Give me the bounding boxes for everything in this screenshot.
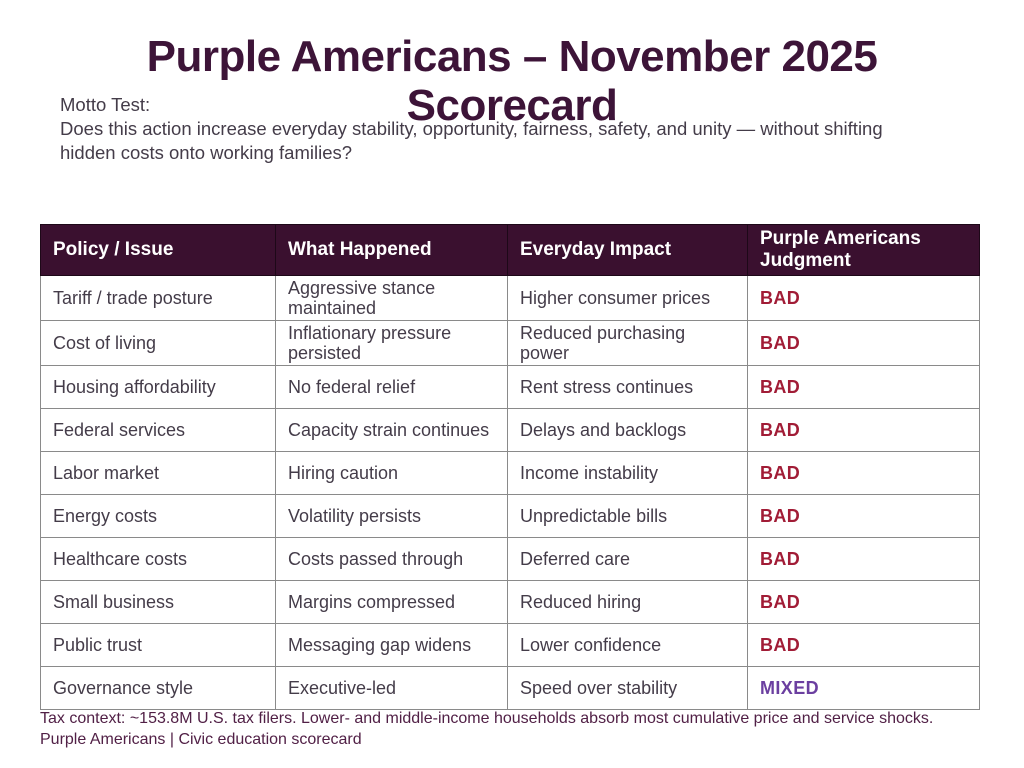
policy-cell: Federal services	[40, 408, 276, 453]
policy-cell: Healthcare costs	[40, 537, 276, 582]
table-row: Governance style Executive-led Speed ove…	[40, 666, 980, 711]
impact-cell: Unpredictable bills	[507, 494, 748, 539]
judgment-cell: BAD	[747, 537, 980, 582]
policy-cell: Housing affordability	[40, 365, 276, 410]
impact-cell: Deferred care	[507, 537, 748, 582]
impact-cell: Higher consumer prices	[507, 274, 748, 322]
impact-cell: Speed over stability	[507, 666, 748, 711]
motto-label: Motto Test:	[60, 93, 151, 115]
table-row: Healthcare costs Costs passed through De…	[40, 537, 980, 582]
judgment-cell: BAD	[747, 365, 980, 410]
judgment-cell: BAD	[747, 319, 980, 367]
impact-cell: Lower confidence	[507, 623, 748, 668]
happened-cell: No federal relief	[275, 365, 508, 410]
header-everyday-impact: Everyday Impact	[507, 224, 748, 276]
policy-cell: Cost of living	[40, 319, 276, 367]
policy-cell: Small business	[40, 580, 276, 625]
table-row: Housing affordability No federal relief …	[40, 365, 980, 410]
judgment-cell: BAD	[747, 580, 980, 625]
tax-context-note: Tax context: ~153.8M U.S. tax filers. Lo…	[40, 710, 934, 727]
table-row: Cost of living Inflationary pressure per…	[40, 319, 980, 367]
impact-cell: Reduced purchasing power	[507, 319, 748, 367]
happened-cell: Margins compressed	[275, 580, 508, 625]
policy-cell: Labor market	[40, 451, 276, 496]
scorecard-table: Policy / Issue What Happened Everyday Im…	[40, 224, 980, 711]
page-title: Purple Americans – November 2025 Scoreca…	[146, 32, 878, 131]
impact-cell: Income instability	[507, 451, 748, 496]
table-row: Energy costs Volatility persists Unpredi…	[40, 494, 980, 539]
table-header-row: Policy / Issue What Happened Everyday Im…	[40, 224, 980, 276]
impact-cell: Delays and backlogs	[507, 408, 748, 453]
happened-cell: Executive-led	[275, 666, 508, 711]
judgment-cell: BAD	[747, 408, 980, 453]
happened-cell: Inflationary pressure persisted	[275, 319, 508, 367]
policy-cell: Governance style	[40, 666, 276, 711]
happened-cell: Volatility persists	[275, 494, 508, 539]
table-row: Tariff / trade posture Aggressive stance…	[40, 274, 980, 322]
judgment-cell: BAD	[747, 451, 980, 496]
judgment-cell: MIXED	[747, 666, 980, 711]
motto-text: Does this action increase everyday stabi…	[60, 117, 883, 163]
header-judgment: Purple Americans Judgment	[747, 224, 980, 276]
judgment-cell: BAD	[747, 274, 980, 322]
table-row: Public trust Messaging gap widens Lower …	[40, 623, 980, 668]
motto-block: Motto Test: Does this action increase ev…	[60, 93, 940, 165]
footer-block: Tax context: ~153.8M U.S. tax filers. Lo…	[40, 708, 933, 750]
happened-cell: Aggressive stance maintained	[275, 274, 508, 322]
table-row: Small business Margins compressed Reduce…	[40, 580, 980, 625]
judgment-cell: BAD	[747, 623, 980, 668]
header-policy-issue: Policy / Issue	[40, 224, 276, 276]
impact-cell: Rent stress continues	[507, 365, 748, 410]
happened-cell: Messaging gap widens	[275, 623, 508, 668]
policy-cell: Public trust	[40, 623, 276, 668]
happened-cell: Costs passed through	[275, 537, 508, 582]
policy-cell: Energy costs	[40, 494, 276, 539]
brand-line: Purple Americans | Civic education score…	[40, 731, 362, 749]
table-row: Labor market Hiring caution Income insta…	[40, 451, 980, 496]
happened-cell: Hiring caution	[275, 451, 508, 496]
impact-cell: Reduced hiring	[507, 580, 748, 625]
judgment-cell: BAD	[747, 494, 980, 539]
table-row: Federal services Capacity strain continu…	[40, 408, 980, 453]
header-what-happened: What Happened	[275, 224, 508, 276]
happened-cell: Capacity strain continues	[275, 408, 508, 453]
policy-cell: Tariff / trade posture	[40, 274, 276, 322]
